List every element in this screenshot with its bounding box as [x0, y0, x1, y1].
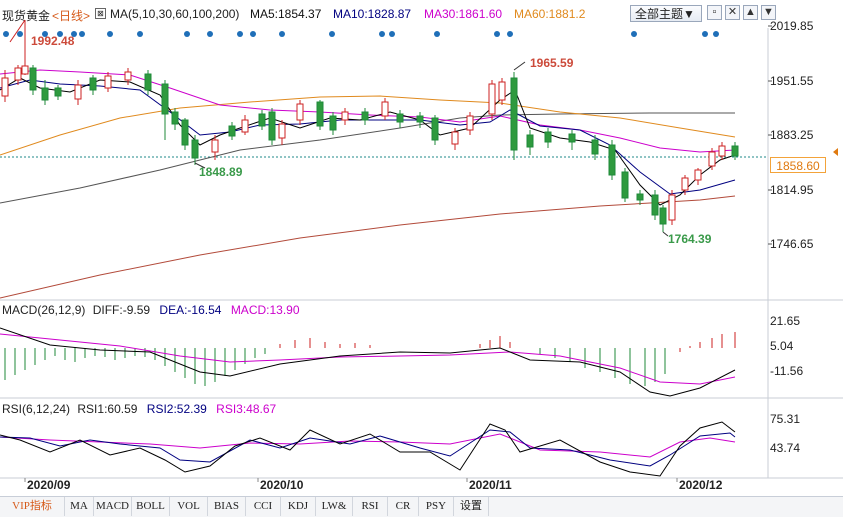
- window-restore-icon[interactable]: ▫: [707, 5, 722, 20]
- rsi-label[interactable]: RSI(6,12,24): [2, 402, 71, 416]
- price-axis-label: 2019.85: [770, 19, 814, 33]
- scroll-down-icon[interactable]: ▼: [761, 5, 776, 20]
- tab-cci[interactable]: CCI: [246, 497, 281, 516]
- price-axis-label: 1951.55: [770, 74, 814, 88]
- macd-axis-label: 21.65: [770, 314, 801, 328]
- instrument-title[interactable]: 现货黄金: [2, 9, 51, 23]
- ma60-line: [0, 95, 736, 156]
- macd-title: MACD(26,12,9) DIFF:-9.59 DEA:-16.54 MACD…: [2, 303, 300, 317]
- tab-macd[interactable]: MACD: [94, 497, 132, 516]
- indicator-tabbar: VIP指标 MA MACD BOLL VOL BIAS CCI KDJ LW& …: [0, 496, 843, 517]
- close-icon[interactable]: ✕: [725, 5, 740, 20]
- macd-dea-line: [0, 333, 736, 385]
- candlesticks: [1, 20, 739, 232]
- ma200-line: [0, 195, 736, 299]
- macd-histogram: [4, 332, 736, 386]
- ma5-line: [0, 77, 736, 206]
- theme-dropdown[interactable]: 全部主题▼: [630, 5, 702, 22]
- ma30-line: [0, 69, 736, 153]
- event-markers: [3, 31, 719, 37]
- tab-psy[interactable]: PSY: [419, 497, 454, 516]
- ma30-value: MA30:1861.60: [424, 7, 503, 21]
- period-selector[interactable]: <日线>: [52, 9, 91, 23]
- macd-axis-label: 5.04: [770, 339, 794, 353]
- rsi-axis-label: 75.31: [770, 412, 801, 426]
- tab-kdj[interactable]: KDJ: [281, 497, 316, 516]
- tab-boll[interactable]: BOLL: [132, 497, 170, 516]
- price-axis-label: 1814.95: [770, 183, 814, 197]
- annotation-high-1: 1992.48: [31, 34, 75, 48]
- macd-value: MACD:13.90: [230, 303, 300, 317]
- scroll-up-icon[interactable]: ▲: [743, 5, 758, 20]
- rsi-title: RSI(6,12,24) RSI1:60.59 RSI2:52.39 RSI3:…: [2, 402, 276, 416]
- annotation-low-1: 1848.89: [199, 165, 243, 179]
- ma60-value: MA60:1881.2: [514, 7, 586, 21]
- rsi1-value: RSI1:60.59: [77, 402, 138, 416]
- rsi3-value: RSI3:48.67: [216, 402, 277, 416]
- tab-settings[interactable]: 设置: [454, 497, 489, 516]
- macd-axis-label: -11.56: [770, 364, 804, 378]
- indicator-menu-icon[interactable]: ⊠: [95, 8, 106, 19]
- tab-cr[interactable]: CR: [388, 497, 419, 516]
- macd-label[interactable]: MACD(26,12,9): [2, 303, 86, 317]
- current-price-arrow: [833, 148, 838, 156]
- rsi-axis-label: 43.74: [770, 441, 801, 455]
- macd-diff-value: DIFF:-9.59: [92, 303, 151, 317]
- rsi1-line: [0, 421, 736, 477]
- rsi2-line: [0, 429, 736, 467]
- tab-lw[interactable]: LW&: [316, 497, 353, 516]
- rsi3-line: [0, 433, 736, 458]
- tab-bias[interactable]: BIAS: [208, 497, 246, 516]
- tab-vol[interactable]: VOL: [170, 497, 208, 516]
- ma10-line: [0, 79, 736, 195]
- annotation-high-2: 1965.59: [530, 56, 574, 70]
- ma-settings-label[interactable]: MA(5,10,30,60,100,200): [110, 7, 240, 21]
- ma5-value: MA5:1854.37: [250, 7, 322, 21]
- date-label: 2020/12: [679, 478, 723, 492]
- chart-canvas[interactable]: [0, 0, 843, 496]
- tab-vip-indicators[interactable]: VIP指标: [0, 497, 65, 516]
- date-label: 2020/10: [260, 478, 304, 492]
- chart-header: 现货黄金 <日线> ⊠ MA(5,10,30,60,100,200) MA5:1…: [0, 0, 843, 28]
- price-axis-label: 1746.65: [770, 237, 814, 251]
- price-axis-label: 1883.25: [770, 128, 814, 142]
- macd-dea-value: DEA:-16.54: [159, 303, 222, 317]
- current-price-tag: 1858.60: [770, 157, 826, 173]
- tab-ma[interactable]: MA: [65, 497, 94, 516]
- date-label: 2020/11: [469, 478, 512, 492]
- annotation-low-2: 1764.39: [668, 232, 712, 246]
- tab-rsi[interactable]: RSI: [353, 497, 388, 516]
- ma10-value: MA10:1828.87: [333, 7, 412, 21]
- date-label: 2020/09: [27, 478, 71, 492]
- rsi2-value: RSI2:52.39: [146, 402, 207, 416]
- macd-diff-line: [0, 327, 736, 397]
